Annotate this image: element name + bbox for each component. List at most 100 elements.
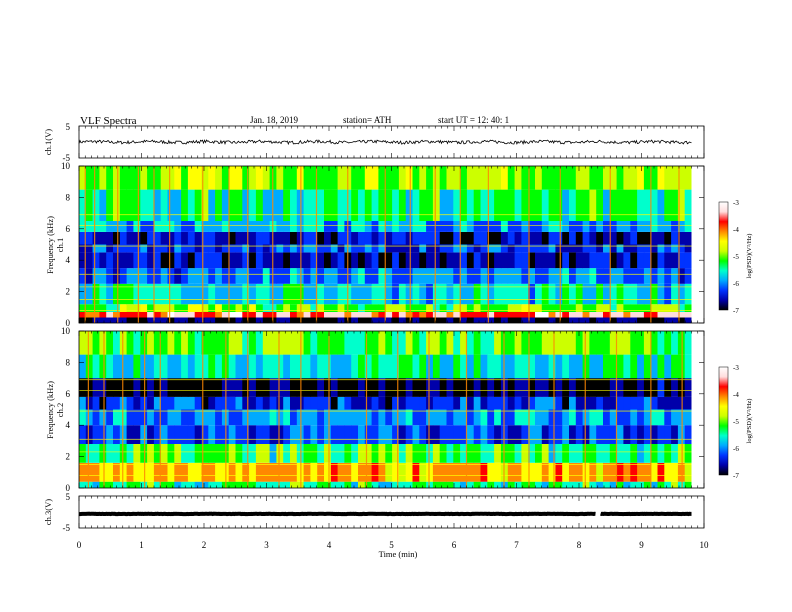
spectrogram-cell bbox=[167, 283, 175, 305]
spectrogram-cell bbox=[324, 283, 332, 305]
spectrogram-cell bbox=[99, 378, 107, 397]
spectrogram-cell bbox=[473, 283, 481, 305]
spectrogram-cell bbox=[276, 396, 284, 410]
spectrogram-cell bbox=[126, 317, 134, 323]
time-tick-label: 6 bbox=[452, 540, 457, 550]
spectrogram-cell bbox=[521, 354, 529, 379]
spectrogram-cell bbox=[337, 378, 345, 397]
spectrogram-cell bbox=[283, 354, 291, 379]
spectrogram-cell bbox=[160, 244, 168, 253]
spectrogram-cell bbox=[535, 220, 543, 232]
spectrogram-cell bbox=[140, 252, 148, 269]
spectrogram-cell bbox=[596, 231, 604, 245]
spectrogram-cell bbox=[589, 283, 597, 305]
spectrogram-cell bbox=[500, 244, 509, 253]
spectrogram-cell bbox=[548, 396, 556, 410]
spectrogram-cell bbox=[596, 462, 604, 482]
spectrogram-cell bbox=[446, 378, 454, 397]
spectrogram-cell bbox=[317, 220, 325, 232]
spectrogram-cell bbox=[630, 268, 638, 284]
ch1-ytick-bottom: -5 bbox=[63, 153, 71, 163]
spectrogram-cell bbox=[677, 396, 686, 410]
spectrogram-cell bbox=[208, 189, 216, 221]
spectrogram-cell bbox=[255, 231, 264, 245]
spectrogram-cell bbox=[160, 166, 168, 190]
spectrogram-cell bbox=[181, 252, 189, 269]
spectrogram-cell bbox=[167, 268, 175, 284]
spectrogram-cell bbox=[385, 481, 393, 488]
spectrogram-cell bbox=[92, 268, 100, 284]
spectrogram-cell bbox=[480, 317, 488, 323]
spectrogram-cell bbox=[147, 396, 155, 410]
spectrogram-cell bbox=[541, 244, 549, 253]
spectrogram-cell bbox=[473, 189, 481, 221]
spectrogram-cell bbox=[79, 268, 87, 284]
spectrogram-cell bbox=[562, 304, 570, 312]
spectrogram-cell bbox=[235, 189, 243, 221]
spectrogram-cell bbox=[494, 304, 502, 312]
spectrogram-cell bbox=[432, 268, 441, 284]
spectrogram-cell bbox=[616, 304, 624, 312]
spectrogram-cell bbox=[446, 425, 454, 444]
spectrogram-cell bbox=[228, 244, 236, 253]
spectrogram-cell bbox=[113, 166, 121, 190]
spectrogram-cell bbox=[324, 331, 332, 355]
spectrogram-cell bbox=[616, 166, 624, 190]
spectrogram-cell bbox=[140, 396, 148, 410]
spectrogram-cell bbox=[460, 252, 468, 269]
spectrogram-cell bbox=[358, 354, 366, 379]
spectrogram-cell bbox=[657, 409, 665, 426]
spectrogram-cell bbox=[364, 220, 372, 232]
spectrogram-cell bbox=[575, 252, 583, 269]
spectrogram-cell bbox=[215, 317, 223, 323]
spectrogram-cell bbox=[548, 409, 556, 426]
spectrogram-cell bbox=[242, 481, 250, 488]
spectrogram-cell bbox=[623, 462, 631, 482]
spectrogram-cell bbox=[140, 378, 148, 397]
spectrogram-cell bbox=[623, 244, 631, 253]
spectrogram-cell bbox=[276, 312, 284, 318]
spectrogram-cell bbox=[446, 252, 454, 269]
spectrogram-cell bbox=[671, 166, 679, 190]
spectrogram-cell bbox=[589, 462, 597, 482]
spectrogram-cell bbox=[324, 166, 332, 190]
spectrogram-cell bbox=[514, 312, 522, 318]
spectrogram-cell bbox=[398, 425, 407, 444]
spectrogram-cell bbox=[671, 331, 679, 355]
spectrogram-cell bbox=[460, 312, 468, 318]
spectrogram-cell bbox=[466, 331, 475, 355]
spectrogram-cell bbox=[466, 317, 475, 323]
spectrogram-cell bbox=[228, 317, 236, 323]
spectrogram-cell bbox=[133, 481, 141, 488]
spectrogram-cell bbox=[535, 444, 543, 463]
spectrogram-cell bbox=[187, 189, 196, 221]
spectrogram-cell bbox=[242, 304, 250, 312]
spectrogram-cell bbox=[255, 444, 264, 463]
spectrogram-cell bbox=[609, 268, 617, 284]
spectrogram-cell bbox=[221, 220, 230, 232]
spectrogram-cell bbox=[650, 409, 658, 426]
spectrogram-cell bbox=[555, 231, 563, 245]
spectrogram-cell bbox=[262, 189, 270, 221]
spectrogram-cell bbox=[283, 268, 291, 284]
spectrogram-cell bbox=[562, 462, 570, 482]
spectrogram-cell bbox=[616, 444, 624, 463]
spectrogram-cell bbox=[228, 231, 236, 245]
spectrogram-cell bbox=[160, 481, 168, 488]
spectrogram-cell bbox=[262, 409, 270, 426]
spectrogram-cell bbox=[569, 425, 577, 444]
spectrogram-cell bbox=[310, 268, 318, 284]
spectrogram-cell bbox=[473, 331, 481, 355]
spectrogram-cell bbox=[405, 244, 413, 253]
spectrogram-cell bbox=[235, 354, 243, 379]
spectrogram-cell bbox=[228, 304, 236, 312]
spectrogram-cell bbox=[535, 331, 543, 355]
spectrogram-cell bbox=[466, 396, 475, 410]
date-label: Jan. 18, 2019 bbox=[250, 115, 298, 125]
spectrogram-cell bbox=[623, 317, 631, 323]
spectrogram-cell bbox=[310, 462, 318, 482]
spectrogram-cell bbox=[126, 462, 134, 482]
spectrogram-cell bbox=[303, 312, 311, 318]
spectrogram-cell bbox=[637, 252, 645, 269]
spectrogram-cell bbox=[324, 189, 332, 221]
